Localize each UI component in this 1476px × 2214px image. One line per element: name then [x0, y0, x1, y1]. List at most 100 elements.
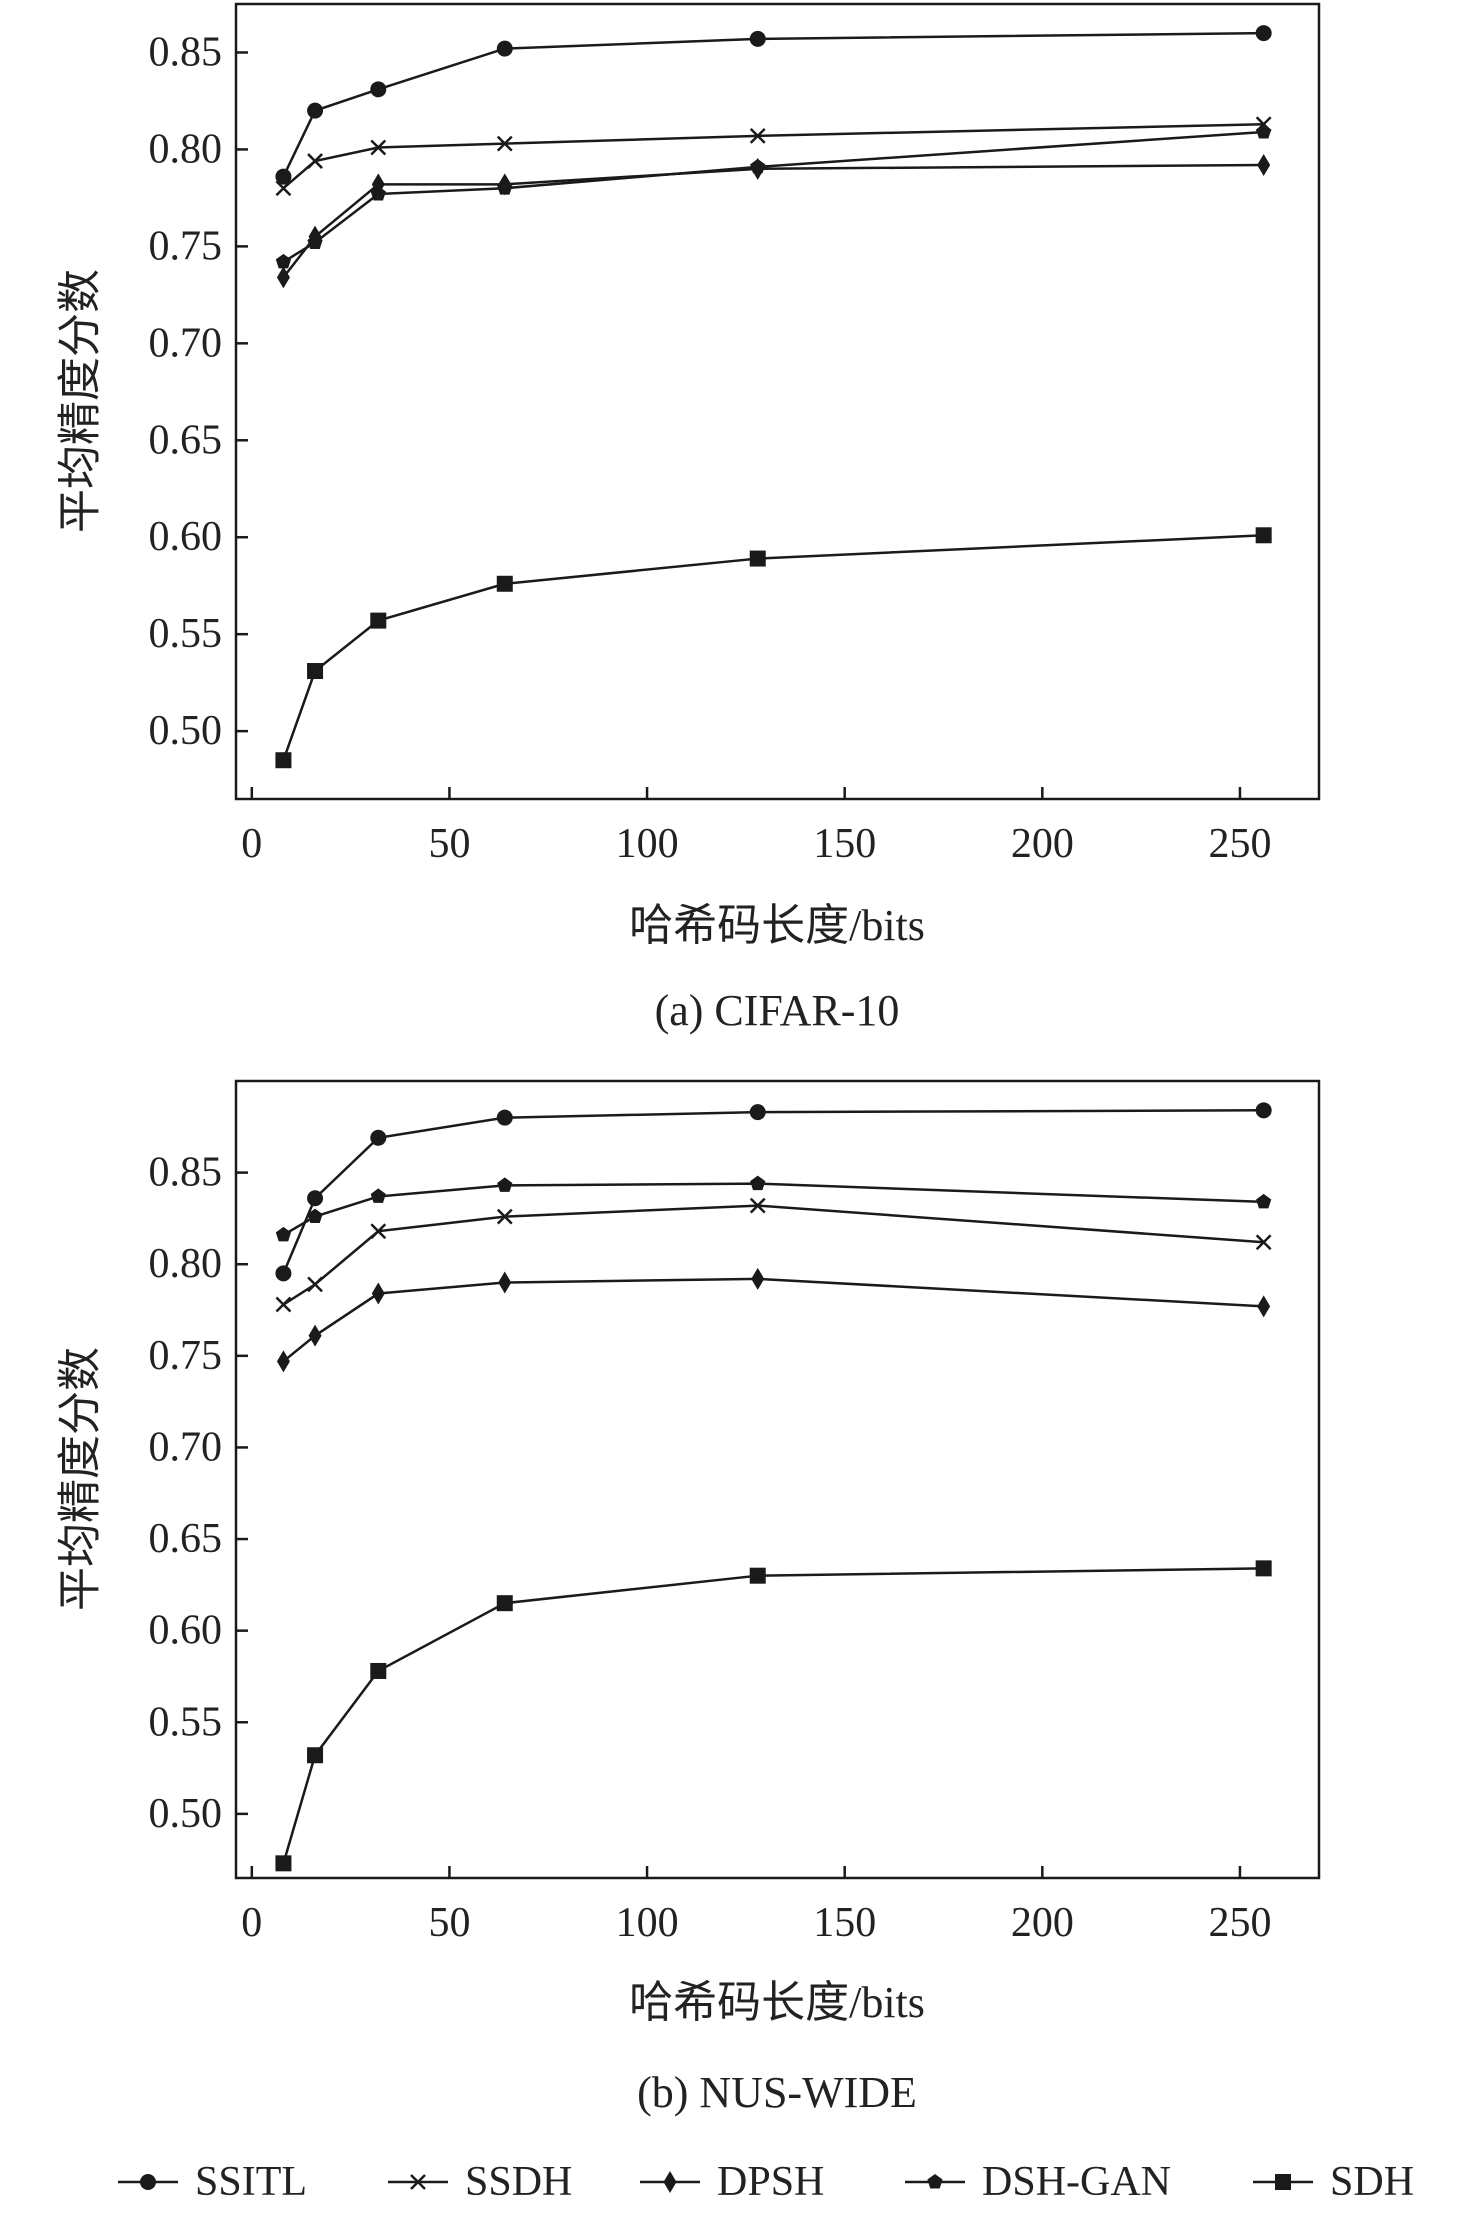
- chart-nus-wide: 0.50 0.55 0.60 0.65 0.70 0.75 0.80 0.85 0 50 100 1…: [56, 1079, 1321, 2117]
- y-axis-ticks: 0.50 0.55 0.60 0.65 0.70 0.75 0.80 0.85: [149, 29, 248, 754]
- series-layer: [275, 25, 1272, 769]
- data-point-dpsh: [308, 1324, 322, 1347]
- y-tick-label: 0.50: [149, 708, 223, 754]
- y-tick-label: 0.65: [149, 1516, 223, 1562]
- series-ssitl: [275, 25, 1272, 185]
- data-point-ssitl: [307, 1190, 324, 1207]
- series-sdh: [275, 1560, 1272, 1872]
- series-line-sdh: [282, 1567, 1264, 1864]
- x-tick-label: 0: [241, 1900, 262, 1946]
- data-point-sdh: [749, 1567, 766, 1584]
- data-point-ssdh: [496, 1208, 513, 1225]
- x-tick-label: 150: [813, 1900, 876, 1946]
- y-tick-label: 0.80: [149, 126, 223, 172]
- y-tick-label: 0.55: [149, 1699, 223, 1745]
- legend-entry-ssitl: SSITL: [118, 2159, 307, 2205]
- data-point-sdh: [307, 663, 324, 680]
- data-point-dpsh: [1257, 153, 1271, 176]
- legend-label: SSITL: [195, 2159, 307, 2205]
- y-tick-label: 0.50: [149, 1791, 223, 1837]
- legend-label: DPSH: [717, 2159, 824, 2205]
- plot-frame: [234, 1079, 1321, 1880]
- series-dpsh: [276, 153, 1271, 289]
- data-point-dpsh: [1257, 1295, 1271, 1318]
- data-point-ssitl: [275, 1265, 292, 1282]
- legend-entry-sdh: SDH: [1253, 2159, 1414, 2205]
- data-point-ssdh: [1255, 1234, 1272, 1251]
- legend-marker-sdh: [1275, 2174, 1291, 2190]
- series-line-dpsh: [282, 163, 1264, 279]
- legend-label: SSDH: [465, 2159, 572, 2205]
- data-point-ssitl: [370, 81, 387, 98]
- chart-cifar10: 0.50 0.55 0.60 0.65 0.70 0.75 0.80 0.85 0 50 100 1…: [56, 2, 1321, 1035]
- plot-frame: [234, 2, 1321, 801]
- data-point-dsh-gan: [1256, 1193, 1272, 1209]
- legend-label: DSH-GAN: [982, 2159, 1171, 2205]
- data-point-ssdh: [307, 153, 323, 169]
- series-ssitl: [275, 1102, 1272, 1282]
- x-tick-label: 0: [241, 821, 262, 867]
- y-tick-label: 0.65: [149, 417, 223, 463]
- data-point-sdh: [496, 575, 513, 592]
- x-axis-ticks: 0 50 100 150 200 250: [241, 1866, 1271, 1946]
- y-tick-label: 0.85: [149, 1150, 223, 1196]
- legend-label: SDH: [1330, 2159, 1414, 2205]
- x-tick-label: 100: [616, 1900, 679, 1946]
- y-tick-label: 0.60: [149, 514, 223, 560]
- series-dpsh: [276, 1267, 1271, 1373]
- data-point-dsh-gan: [497, 180, 513, 195]
- y-tick-label: 0.85: [149, 29, 223, 75]
- data-point-dsh-gan: [750, 158, 766, 174]
- data-point-dsh-gan: [497, 1177, 513, 1192]
- data-point-dpsh: [371, 1282, 385, 1305]
- data-point-ssitl: [275, 168, 292, 185]
- x-axis-label: 哈希码长度/bits: [629, 1978, 925, 2027]
- y-tick-label: 0.55: [149, 611, 223, 657]
- data-point-sdh: [1255, 1560, 1272, 1577]
- x-tick-label: 250: [1208, 821, 1271, 867]
- series-line-ssdh: [282, 122, 1264, 190]
- series-dsh-gan: [275, 1175, 1272, 1242]
- data-point-dsh-gan: [750, 1175, 766, 1191]
- data-point-ssdh: [749, 127, 766, 144]
- series-line-ssitl: [282, 1109, 1264, 1274]
- data-point-ssdh: [370, 1223, 387, 1240]
- y-axis-label: 平均精度分数: [56, 269, 105, 533]
- data-point-sdh: [496, 1595, 513, 1612]
- series-line-dsh-gan: [282, 130, 1264, 263]
- chart-caption: (a) CIFAR-10: [655, 986, 900, 1035]
- data-point-ssitl: [370, 1129, 387, 1146]
- series-line-dsh-gan: [282, 1182, 1264, 1236]
- data-point-ssdh: [370, 139, 387, 156]
- y-tick-label: 0.75: [149, 1333, 223, 1379]
- legend-marker-dsh-gan: [927, 2174, 943, 2189]
- data-point-dsh-gan: [275, 1226, 292, 1242]
- series-line-ssitl: [282, 31, 1264, 178]
- data-point-dpsh: [276, 266, 290, 289]
- y-axis-label: 平均精度分数: [56, 1347, 105, 1611]
- data-point-dsh-gan: [1256, 123, 1272, 139]
- data-point-sdh: [1255, 527, 1272, 544]
- data-point-ssitl: [1255, 1102, 1272, 1119]
- data-point-ssitl: [1255, 25, 1272, 42]
- y-tick-label: 0.70: [149, 1424, 223, 1470]
- x-tick-label: 50: [428, 821, 470, 867]
- data-point-sdh: [275, 752, 292, 769]
- chart-caption: (b) NUS-WIDE: [637, 2068, 917, 2117]
- data-point-dsh-gan: [307, 234, 323, 249]
- data-point-ssitl: [496, 40, 513, 57]
- legend: SSITL SSDH DPSH DSH-GAN SDH: [118, 2159, 1414, 2205]
- series-ssdh: [275, 1197, 1272, 1313]
- data-point-ssdh: [275, 1296, 292, 1313]
- data-point-dsh-gan: [370, 186, 386, 201]
- series-line-dpsh: [282, 1277, 1264, 1363]
- data-point-sdh: [307, 1747, 324, 1764]
- x-tick-label: 200: [1011, 821, 1074, 867]
- data-point-ssitl: [496, 1109, 513, 1126]
- data-point-sdh: [275, 1855, 292, 1872]
- data-point-ssitl: [307, 102, 324, 119]
- data-point-ssdh: [275, 180, 292, 197]
- data-point-sdh: [370, 612, 387, 629]
- legend-entry-dpsh: DPSH: [640, 2159, 824, 2205]
